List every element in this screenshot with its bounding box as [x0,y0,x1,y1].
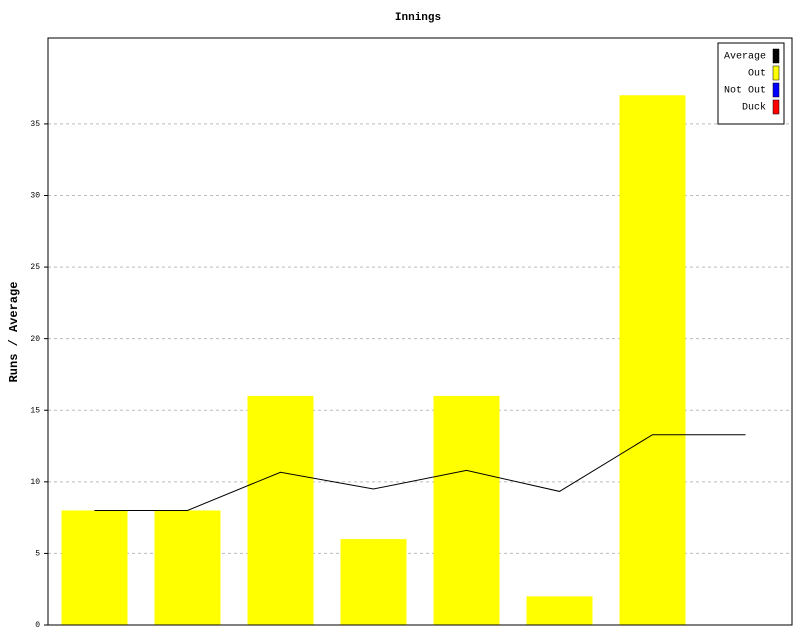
y-tick-label: 35 [30,120,40,129]
bar [154,510,221,625]
y-tick-label: 15 [30,406,40,415]
chart-title: Innings [395,12,441,24]
y-tick-label: 5 [35,550,40,559]
legend-swatch [772,82,780,98]
bar [340,539,407,625]
y-tick-label: 25 [30,263,40,272]
legend-swatch [772,99,780,115]
y-tick-label: 20 [30,335,40,344]
bar [526,596,593,625]
y-tick-label: 10 [30,478,40,487]
bar [433,395,500,625]
bar [61,510,128,625]
legend-label: Average [724,52,766,63]
legend-label: Duck [742,102,766,114]
line [94,434,746,511]
bar [619,95,686,625]
legend-label: Not Out [724,86,766,97]
y-tick-label: 30 [30,192,40,201]
legend-swatch [772,65,780,81]
y-tick-label: 0 [35,621,40,630]
bar [247,395,314,625]
y-axis-label: Runs / Average [7,282,21,383]
legend-label: Out [748,69,766,80]
legend-swatch [772,48,780,64]
plot-frame [47,37,793,626]
